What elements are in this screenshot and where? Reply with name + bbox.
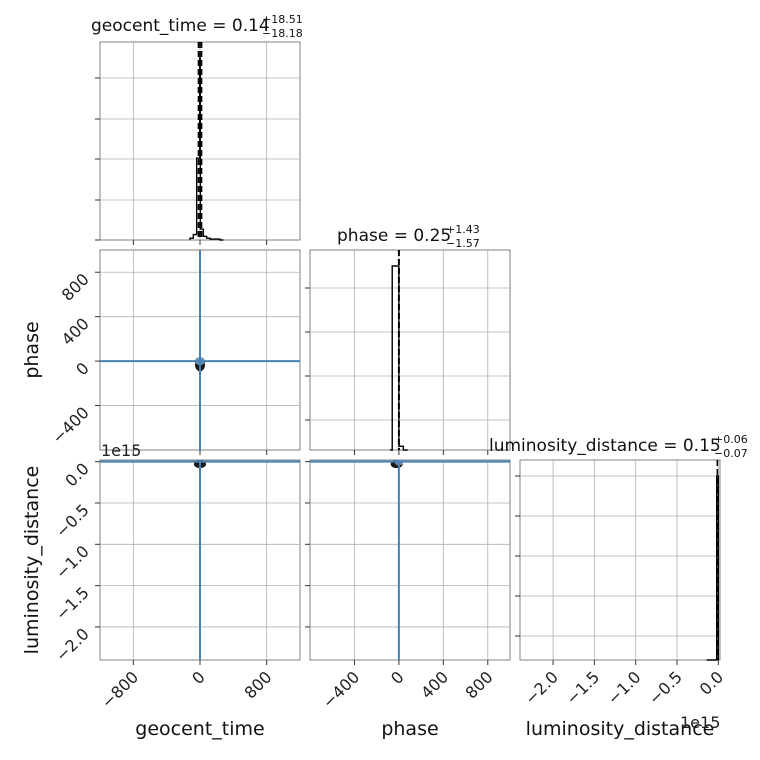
title-geocent-time-plus: +18.51: [262, 13, 303, 26]
x-tick-label: 800: [462, 667, 497, 702]
y-tick-label: −2.0: [52, 624, 93, 665]
ylabel-phase: phase: [21, 321, 43, 378]
ylabel-luminosity-distance: luminosity_distance: [21, 466, 43, 655]
title-geocent-time: geocent_time = 0.14: [91, 16, 270, 36]
title-phase-minus: −1.57: [446, 237, 480, 250]
x-tick-label: −0.5: [645, 667, 686, 708]
x-tick-label: 400: [417, 667, 452, 702]
panel-luminosity-hist: [519, 459, 721, 661]
x-tick-label: 800: [240, 667, 275, 702]
histogram-phase: [390, 265, 408, 451]
x-tick-label: −800: [98, 667, 143, 712]
title-param: luminosity_distance: [489, 436, 658, 456]
title-luminosity-plus: +0.06: [714, 433, 748, 446]
y-tick-label: 0.0: [61, 459, 92, 490]
title-median: 0.15: [683, 436, 721, 456]
panel-phase-hist: [309, 249, 511, 451]
title-phase-plus: +1.43: [446, 223, 480, 236]
title-luminosity-distance: luminosity_distance = 0.15: [489, 436, 721, 456]
y-tick-label: −400: [48, 403, 93, 448]
title-param: phase: [337, 226, 388, 246]
xlabel-geocent-time: geocent_time: [135, 718, 264, 740]
xlabel-luminosity-distance: luminosity_distance: [526, 718, 715, 740]
title-median: 0.14: [232, 16, 270, 36]
y-tick-label: −0.5: [52, 500, 93, 541]
title-phase: phase = 0.25: [337, 226, 451, 246]
x-tick-label: −1.5: [562, 667, 603, 708]
x-tick-label: 0.0: [696, 667, 727, 698]
x-tick-label: −1.0: [604, 667, 645, 708]
panel-luminosity-vs-phase: [309, 459, 511, 661]
tick-layer: −800 0 800 −400 0 400 800 −2.0 −1.5 −1.0 −0.5 0.0−4…: [48, 77, 727, 712]
x-tick-label: −2.0: [521, 667, 562, 708]
title-param: geocent_time: [91, 16, 207, 36]
x-tick-label: −400: [319, 667, 364, 712]
offset-text-luminosity-x: 1e15: [680, 713, 720, 732]
offset-text-luminosity-y: 1e15: [101, 441, 141, 460]
mark-layer: [100, 42, 720, 661]
x-tick-label: 0: [387, 667, 408, 688]
y-tick-label: 800: [58, 270, 93, 305]
title-geocent-time-minus: −18.18: [262, 27, 303, 40]
grid-layer: [100, 42, 720, 660]
xlabel-phase: phase: [381, 718, 438, 740]
y-tick-label: 400: [58, 314, 93, 349]
histogram-geocent-time: [189, 57, 224, 241]
title-luminosity-minus: −0.07: [714, 447, 748, 460]
title-median: 0.25: [413, 226, 451, 246]
y-tick-label: −1.0: [52, 542, 93, 583]
y-tick-label: 0: [72, 359, 93, 380]
x-tick-label: 0: [188, 667, 209, 688]
y-tick-label: −1.5: [52, 583, 93, 624]
